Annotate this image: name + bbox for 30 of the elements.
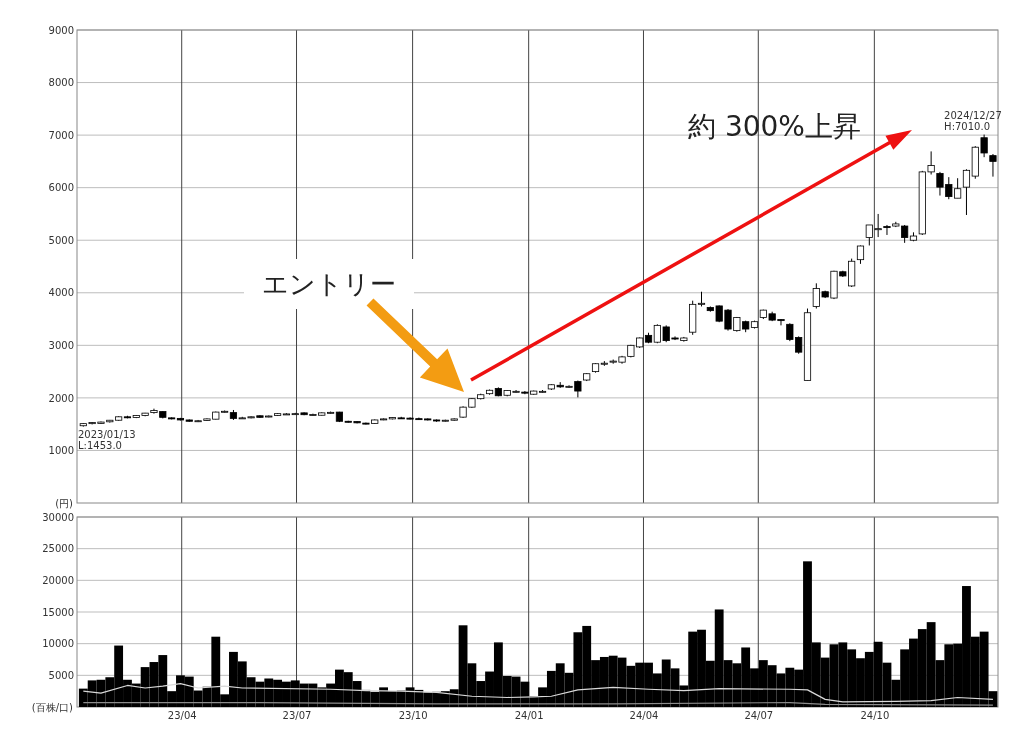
annotation: エントリー xyxy=(262,269,396,299)
candlestick xyxy=(856,244,865,265)
y-tick-label: 4000 xyxy=(48,287,74,299)
x-tick-label: 24/04 xyxy=(629,710,659,721)
y-tick-label: 10000 xyxy=(42,638,74,650)
x-tick-label: 24/10 xyxy=(860,710,890,721)
x-tick-label: 24/01 xyxy=(514,710,544,721)
y-tick-label: 8000 xyxy=(48,77,74,89)
y-tick-label: 5000 xyxy=(48,234,74,246)
y-tick-label: 9000 xyxy=(48,24,74,36)
y-tick-label: 5000 xyxy=(48,670,74,682)
y-tick-label: 6000 xyxy=(48,182,74,194)
candlestick xyxy=(989,153,997,178)
annotation: 2023/01/13 L:1453.0 xyxy=(78,428,136,451)
y-axis-title: (百株/口) xyxy=(31,702,74,713)
x-tick-label: 23/07 xyxy=(282,710,312,721)
x-tick-label: 23/04 xyxy=(167,710,197,721)
y-tick-label: 25000 xyxy=(42,543,74,555)
y-tick-label: 7000 xyxy=(48,129,74,141)
y-tick-label: 30000 xyxy=(42,511,74,523)
y-tick-label: 1000 xyxy=(48,445,74,457)
y-tick-label: 20000 xyxy=(42,575,74,587)
annotation: 2024/12/27 H:7010.0 xyxy=(944,109,1002,132)
y-tick-label: 3000 xyxy=(48,340,74,352)
x-tick-label: 23/10 xyxy=(398,710,428,721)
x-tick-label: 24/07 xyxy=(744,710,774,721)
y-tick-label: 15000 xyxy=(42,606,74,618)
y-tick-label: 2000 xyxy=(48,392,74,404)
y-axis-title: (円) xyxy=(55,498,74,509)
line-series xyxy=(82,682,994,703)
